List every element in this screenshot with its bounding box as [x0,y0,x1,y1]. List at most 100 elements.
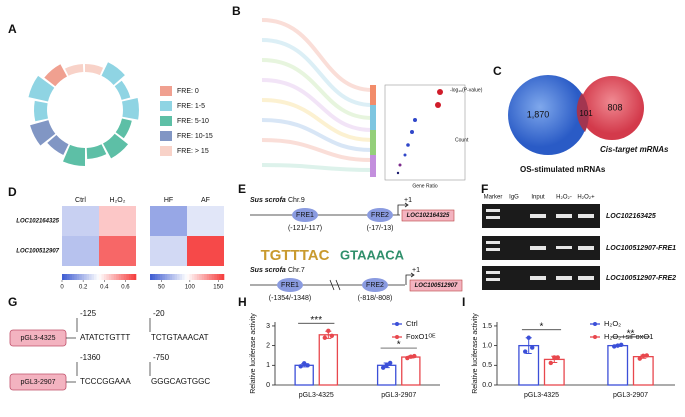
legend-swatch [160,146,172,156]
dotplot-frame [384,84,466,181]
row-label: LOC100512907 [16,249,59,255]
sequence: TCCCGGAAA [80,377,131,386]
replicate-point [552,355,557,360]
heat-cell [62,236,99,266]
venn-label: Cis-target mRNAs [600,145,669,154]
colorbar-step [164,274,168,280]
bar [401,356,421,386]
panel-label: C [493,64,502,78]
circular-bar [122,98,139,120]
circular-bar [114,80,131,100]
colorbar-step [62,274,65,280]
position: -20 [153,309,165,318]
colorbar-step [81,274,85,280]
tss: +1 [412,267,420,274]
x-tick-label: pGL3-2907 [381,392,416,399]
colorbar-step [111,274,115,280]
replicate-point [526,335,531,340]
construct-lines [66,318,151,383]
circular-bar [101,62,125,85]
colorbar-step [216,274,220,280]
colorbar-step [154,274,158,280]
gene-name: LOC102164325 [407,213,450,219]
colorbar-step [221,274,225,280]
heat-cell [150,236,187,266]
colorbar-step [76,274,80,280]
gel-bands [486,209,594,281]
x-tick-label: pGL3-4325 [524,392,559,399]
y-tick-label: 0 [266,382,270,389]
legend-swatch [160,131,172,141]
colorbar-step [121,274,124,280]
replicate-point [612,344,617,349]
legend-label: FRE: 0 [177,88,199,95]
venn-right [580,76,644,140]
position: (-1354/-1348) [269,295,311,302]
species: Sus scrofa [250,197,286,204]
replicate-point [305,363,310,368]
fre1 [292,208,318,222]
colorbar-step [84,274,87,280]
replicate-point [555,355,560,360]
colorbar-step [96,274,100,280]
construct-name: pGL3-4325 [20,335,55,342]
replicate-point [322,335,328,340]
panel-label: H [238,295,247,309]
gene-box [409,279,463,292]
colorbar-label: 0 [60,285,64,291]
colorbar-step [91,274,95,280]
colorbar-step [131,274,134,280]
colorbar-step [177,274,180,280]
legend-label: FRE: 5-10 [177,118,209,125]
colorbar-step [113,274,117,280]
lane-label: H₂O₂+ [577,195,595,201]
y-tick-label: 1.0 [482,342,492,349]
construct-name: pGL3-2907 [20,379,55,386]
fre2 [367,208,393,222]
bar [543,358,565,386]
motif: GTAAACA [340,247,405,262]
legend-dot [593,322,597,326]
legend-dot [395,322,399,326]
colorbar-step [126,274,129,280]
colorbar-step [89,274,92,280]
colorbar-step [159,274,163,280]
colorbar-step [201,274,205,280]
colorbar-label: 50 [158,285,165,291]
replicate-point [644,353,649,358]
panel-label: D [8,185,17,199]
venn-overlap [576,93,589,132]
legend-label: FoxO1ᴼᴱ [406,332,435,341]
gene-box [401,209,455,222]
bar [294,364,314,386]
legend-label: H₂O₂ [604,319,621,328]
colorbar-step [103,274,107,280]
colorbar-step [118,274,122,280]
colorbar-step [214,274,217,280]
colorbar-step [71,274,75,280]
panel-label: F [481,182,488,196]
colorbar-step [179,274,183,280]
circular-bar [44,64,67,87]
colorbar-step [189,274,193,280]
y-tick-label: 0.5 [482,362,492,369]
legend-label: Ctrl [406,319,418,328]
replicate-point [530,345,535,350]
sankey [261,18,373,172]
colorbar-label: 0.4 [100,285,109,291]
significance: ** [627,328,635,339]
motif: TGTTTAC [261,247,330,264]
legend-title: -log₁₀(P-value) [450,87,483,93]
colorbar-step [209,274,212,280]
replicate-point [619,342,624,348]
colorbar-step [79,274,83,280]
heat-cell [99,206,136,236]
replicate-point [329,333,335,338]
colorbar-step [167,274,171,280]
replicate-point [326,328,331,334]
panel-label: A [8,22,17,36]
circular-bar [28,75,55,102]
colorbar-step [116,274,120,280]
circular-bar [85,63,104,76]
venn-left [508,75,588,155]
